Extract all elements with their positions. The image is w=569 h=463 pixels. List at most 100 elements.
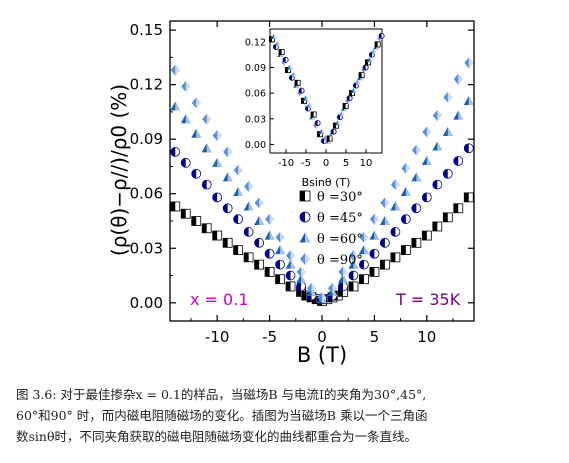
data-point <box>411 172 422 182</box>
data-point <box>453 203 464 214</box>
data-point <box>222 172 233 182</box>
data-point <box>369 248 380 259</box>
legend-label: θ =45° <box>317 211 363 226</box>
series-0 <box>170 192 474 306</box>
inset-data-point <box>362 64 369 71</box>
inset-x-tick-label: 5 <box>343 158 349 169</box>
inset-data-point <box>298 87 305 94</box>
data-point <box>421 192 432 203</box>
inset-data-point <box>270 33 277 40</box>
data-point <box>191 168 202 179</box>
data-point <box>327 282 337 294</box>
data-point <box>348 250 358 261</box>
inset-data-point <box>310 111 317 118</box>
inset-data-point <box>348 90 355 97</box>
data-point <box>463 143 474 154</box>
annotation-temperature: T = 35K <box>395 290 461 309</box>
data-point <box>254 259 265 270</box>
data-point <box>432 141 443 151</box>
inset-data-point <box>332 122 339 129</box>
data-point <box>275 259 285 270</box>
data-point <box>296 266 306 278</box>
data-point <box>265 213 275 225</box>
data-point <box>170 201 181 212</box>
inset-data-point <box>318 128 325 134</box>
data-point <box>254 216 265 226</box>
data-point <box>432 221 443 232</box>
data-point <box>201 179 212 190</box>
inset-x-tick-label: -5 <box>301 158 311 169</box>
data-point <box>453 73 463 85</box>
legend-marker <box>299 211 311 223</box>
inset-data-point <box>284 67 291 74</box>
data-point <box>400 214 411 225</box>
data-point <box>369 213 379 225</box>
caption-line-3: 数sinθ时，不同夹角获取的磁电阻随磁场变化的曲线都重合为一条直线。 <box>16 429 417 444</box>
data-point <box>421 230 432 241</box>
inset-data-point <box>307 102 313 110</box>
inset-data-point <box>316 131 323 138</box>
data-point <box>212 192 223 203</box>
data-point <box>223 146 233 158</box>
inset-data-point <box>371 48 377 56</box>
data-point <box>264 248 275 259</box>
inset-y-tick-label: 0.06 <box>245 89 266 100</box>
data-point <box>390 179 400 191</box>
data-point <box>191 216 202 226</box>
data-point <box>390 252 401 263</box>
data-point <box>379 259 390 270</box>
inset-x-tick-label: -10 <box>278 158 294 169</box>
data-point <box>285 281 296 292</box>
inset-data-point <box>350 87 357 93</box>
data-point <box>264 267 275 277</box>
data-point <box>264 230 275 240</box>
data-point <box>180 208 191 219</box>
y-tick-label: 0.00 <box>130 294 163 312</box>
y-tick-label: 0.06 <box>130 185 163 203</box>
inset-data-point <box>374 41 381 48</box>
data-point <box>338 266 348 278</box>
inset-data-point <box>334 120 341 126</box>
y-axis-label: (ρ(θ)−ρ//)/ρ0 (%) <box>107 84 131 256</box>
data-point <box>285 259 296 269</box>
legend-marker <box>300 253 310 265</box>
data-point <box>390 201 401 211</box>
inset-data-point <box>330 128 337 135</box>
inset-data-point <box>302 95 309 101</box>
data-point <box>296 274 306 284</box>
inset-data-point <box>326 135 333 142</box>
inset-data-point <box>364 59 371 66</box>
data-point <box>212 157 223 167</box>
x-tick-label: -10 <box>205 328 230 346</box>
data-point <box>463 192 474 203</box>
data-point <box>453 156 464 166</box>
inset-data-point <box>294 79 301 86</box>
x-tick-label: 10 <box>417 328 436 346</box>
data-point <box>233 214 244 225</box>
data-point <box>379 216 390 226</box>
data-point <box>243 227 254 237</box>
inset-y-tick-label: 0.12 <box>245 37 266 48</box>
data-point <box>202 113 212 125</box>
data-point <box>254 197 264 209</box>
data-point <box>411 144 421 156</box>
data-point <box>359 231 369 243</box>
data-point <box>359 259 369 270</box>
y-tick-label: 0.03 <box>130 239 163 257</box>
series-3 <box>170 57 474 303</box>
inset-y-tick-label: 0.09 <box>245 63 266 74</box>
data-point <box>348 270 359 281</box>
data-point <box>201 223 212 234</box>
x-tick-label: -5 <box>262 328 277 346</box>
x-axis-label: B (T) <box>297 343 347 367</box>
data-point <box>411 203 422 214</box>
inset-data-point <box>342 102 349 109</box>
data-point <box>307 282 317 294</box>
data-point <box>400 186 411 196</box>
data-point <box>432 179 443 190</box>
data-point <box>275 245 286 255</box>
inset-data-point <box>268 36 275 43</box>
data-point <box>359 274 369 285</box>
inset-data-point <box>355 79 361 86</box>
